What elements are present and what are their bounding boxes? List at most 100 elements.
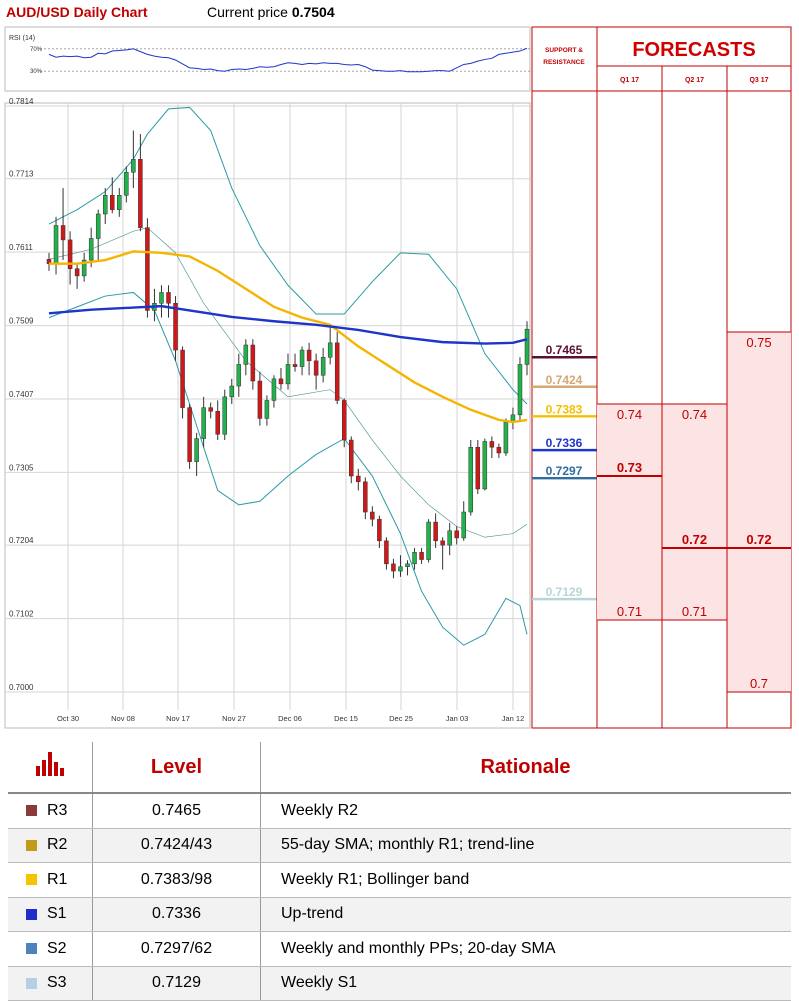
candle-body <box>320 356 326 376</box>
candle-body <box>391 563 396 572</box>
forecast-column-label: Q2 17 <box>685 77 704 84</box>
level-value: 0.7129 <box>92 966 261 1001</box>
level-name: S1 <box>47 905 67 923</box>
candle-body <box>384 540 389 565</box>
support-resistance-panel: SUPPORT & RESISTANCE 0.7465 0.7424 0.7383 0.7… <box>531 26 598 729</box>
forecast-mid-label: 0.73 <box>617 460 642 475</box>
forecasts-title: FORECASTS <box>632 39 755 61</box>
level-value: 0.7424/43 <box>92 828 261 863</box>
level-name: R3 <box>47 801 68 819</box>
candle-body <box>468 446 474 513</box>
candle-body <box>356 475 361 483</box>
candle-body <box>412 552 417 565</box>
x-tick-label: Oct 30 <box>57 714 79 723</box>
sr-frame <box>531 26 598 729</box>
level-name: S2 <box>47 939 67 957</box>
candle-body <box>110 195 115 210</box>
x-tick-label: Nov 17 <box>166 714 190 723</box>
candle-body <box>53 225 59 264</box>
candle-body <box>201 407 206 439</box>
level-value: 0.7383/98 <box>92 862 261 898</box>
level-name-cell: S1 <box>8 897 93 932</box>
candle-body <box>398 566 403 572</box>
candle-body <box>377 518 382 542</box>
candle-body <box>489 441 495 448</box>
levels-table-header: Level Rationale <box>8 742 791 794</box>
y-tick-label: 0.7814 <box>9 97 34 106</box>
y-tick-label: 0.7102 <box>9 610 34 619</box>
candle-body <box>117 195 122 210</box>
rsi-level-70: 70% <box>30 47 43 53</box>
x-tick-label: Dec 06 <box>278 714 302 723</box>
level-name: R2 <box>47 836 68 854</box>
forecast-low-label: 0.71 <box>617 604 642 619</box>
forecast-column-label: Q1 17 <box>620 77 639 84</box>
level-row: R3 0.7465 Weekly R2 <box>8 793 791 829</box>
level-row: S2 0.7297/62 Weekly and monthly PPs; 20-da… <box>8 931 791 967</box>
y-tick-label: 0.7407 <box>9 390 34 399</box>
forecasts-panel: FORECASTS Q1 17 0.74 0.73 0.71 Q2 17 0.74 0.72 0… <box>596 26 792 729</box>
bollinger-lower-line <box>48 291 528 646</box>
rsi-line <box>48 47 528 73</box>
level-name: S3 <box>47 974 67 992</box>
chart-title: AUD/USD Daily Chart <box>6 4 148 20</box>
level-color-swatch <box>26 805 37 817</box>
x-tick-label: Dec 15 <box>334 714 358 723</box>
candle-body <box>327 342 333 358</box>
x-tick-label: Dec 25 <box>389 714 413 723</box>
level-value: 0.7297/62 <box>92 931 261 967</box>
level-row: R2 0.7424/43 55-day SMA; monthly R1; trend… <box>8 828 791 863</box>
candle-body <box>306 349 312 362</box>
chart-canvas: RSI (14)70%30% 0.78140.77130.76110.75090… <box>4 26 792 729</box>
candle-body <box>447 530 452 546</box>
sma200-line <box>48 304 528 345</box>
forecast-column-label: Q3 17 <box>749 77 768 84</box>
candle-body <box>341 400 347 441</box>
candle-body <box>524 328 530 365</box>
candle-body <box>88 238 94 261</box>
candle-body <box>243 344 249 365</box>
candle-body <box>81 259 87 277</box>
level-rationale: Weekly S1 <box>260 966 791 1001</box>
rsi-label: RSI (14) <box>9 35 35 42</box>
sr-level-label: 0.7424 <box>546 373 583 387</box>
rsi-panel: RSI (14) 70% 30% <box>4 26 531 92</box>
candle-body <box>173 303 178 351</box>
x-tick-label: Jan 03 <box>446 714 469 723</box>
level-color-swatch <box>26 908 37 920</box>
candle-body <box>440 540 445 546</box>
sma20-line <box>48 227 528 538</box>
level-rationale: Weekly and monthly PPs; 20-day SMA <box>260 931 791 967</box>
x-tick-label: Nov 08 <box>111 714 135 723</box>
candle-body <box>131 159 136 173</box>
candle-body <box>482 441 488 490</box>
levels-table: Level Rationale R3 0.7465 Weekly R2 R2 0.742… <box>8 742 791 1001</box>
forecast-range <box>727 332 791 692</box>
forecast-high-label: 0.74 <box>617 407 642 422</box>
candle-body <box>257 380 263 419</box>
candle-body <box>222 396 227 435</box>
candle-body <box>229 385 235 398</box>
forecast-high-label: 0.74 <box>682 407 707 422</box>
level-rationale: Weekly R2 <box>260 793 791 829</box>
level-value: 0.7465 <box>92 793 261 829</box>
level-rationale: Weekly R1; Bollinger band <box>260 862 791 898</box>
rsi-level-30: 30% <box>30 69 43 75</box>
candle-body <box>475 446 481 490</box>
candle-body <box>370 511 375 520</box>
candle-body <box>187 407 192 462</box>
candle-body <box>166 292 171 304</box>
level-row: R1 0.7383/98 Weekly R1; Bollinger band <box>8 862 791 898</box>
y-tick-label: 0.7713 <box>9 170 34 179</box>
rationale-header: Rationale <box>260 742 791 794</box>
forecast-mid-label: 0.72 <box>682 532 707 547</box>
candle-body <box>264 400 270 419</box>
candle-body <box>250 344 256 382</box>
candle-body <box>285 364 291 385</box>
price-panel: 0.7814 0.7713 0.7611 0.7509 0.7407 0.7305 0.72… <box>4 97 531 729</box>
candle-body <box>215 410 220 435</box>
level-row: S3 0.7129 Weekly S1 <box>8 966 791 1001</box>
candle-body <box>433 521 438 542</box>
candle-body <box>517 364 523 416</box>
forecast-high-label: 0.75 <box>746 335 771 350</box>
